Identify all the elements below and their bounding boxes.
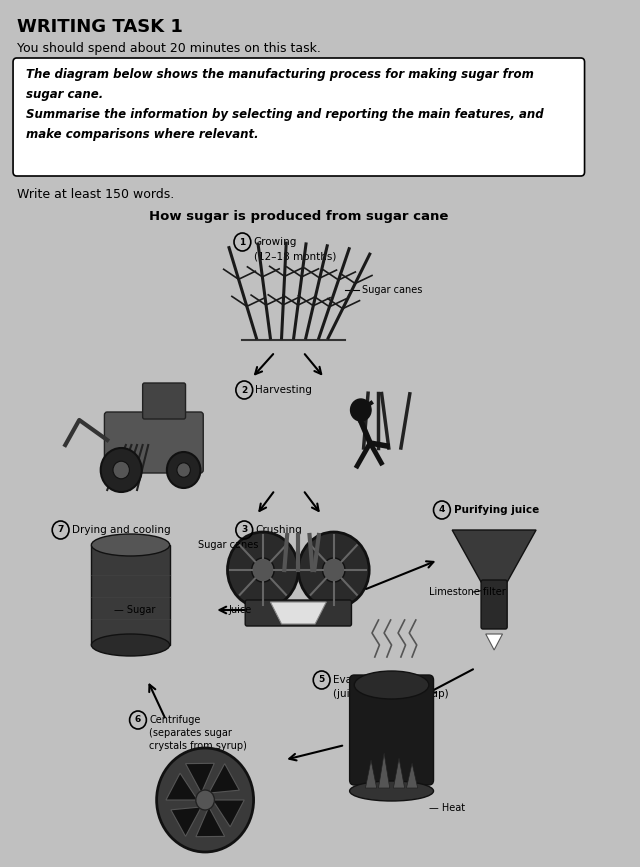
Circle shape — [323, 558, 345, 582]
Ellipse shape — [92, 534, 170, 556]
Text: 7: 7 — [58, 525, 64, 534]
Circle shape — [157, 748, 253, 852]
Polygon shape — [186, 763, 214, 793]
Circle shape — [298, 532, 369, 608]
Text: Sugar canes: Sugar canes — [198, 540, 258, 550]
Ellipse shape — [349, 781, 433, 801]
Text: 5: 5 — [319, 675, 324, 685]
Circle shape — [196, 790, 214, 810]
Text: You should spend about 20 minutes on this task.: You should spend about 20 minutes on thi… — [17, 42, 321, 55]
Polygon shape — [486, 634, 502, 650]
Text: Crushing: Crushing — [255, 525, 302, 535]
Text: Limestone filter: Limestone filter — [429, 587, 506, 597]
FancyBboxPatch shape — [349, 675, 433, 785]
Text: crystals from syrup): crystals from syrup) — [149, 741, 247, 751]
Text: WRITING TASK 1: WRITING TASK 1 — [17, 18, 182, 36]
Text: Centrifuge: Centrifuge — [149, 715, 200, 725]
Text: (separates sugar: (separates sugar — [149, 728, 232, 738]
Circle shape — [167, 452, 200, 488]
Polygon shape — [166, 773, 198, 800]
Text: — Sugar: — Sugar — [114, 605, 155, 615]
Text: Purifying juice: Purifying juice — [454, 505, 540, 515]
Text: 6: 6 — [135, 715, 141, 725]
Text: sugar cane.: sugar cane. — [26, 88, 103, 101]
FancyBboxPatch shape — [143, 383, 186, 419]
Circle shape — [113, 461, 129, 479]
Text: (12–18 months): (12–18 months) — [253, 251, 336, 261]
Circle shape — [351, 399, 371, 421]
Text: The diagram below shows the manufacturing process for making sugar from: The diagram below shows the manufacturin… — [26, 68, 534, 81]
Polygon shape — [196, 807, 225, 837]
Text: Evaporator: Evaporator — [333, 675, 390, 685]
Polygon shape — [171, 807, 202, 837]
Polygon shape — [452, 530, 536, 582]
Polygon shape — [212, 800, 244, 827]
Circle shape — [227, 532, 298, 608]
Polygon shape — [378, 753, 390, 788]
Circle shape — [252, 558, 274, 582]
Text: Growing: Growing — [253, 237, 297, 247]
Text: 2: 2 — [241, 386, 248, 394]
Circle shape — [100, 448, 141, 492]
FancyBboxPatch shape — [92, 545, 170, 645]
Polygon shape — [406, 763, 418, 788]
Ellipse shape — [92, 634, 170, 656]
Text: How sugar is produced from sugar cane: How sugar is produced from sugar cane — [148, 210, 448, 223]
Ellipse shape — [355, 671, 429, 699]
Polygon shape — [209, 764, 239, 793]
Text: — Heat: — Heat — [429, 803, 465, 813]
Text: Juice: Juice — [228, 605, 252, 615]
Text: make comparisons where relevant.: make comparisons where relevant. — [26, 128, 259, 141]
Text: Summarise the information by selecting and reporting the main features, and: Summarise the information by selecting a… — [26, 108, 544, 121]
Circle shape — [177, 463, 190, 477]
Polygon shape — [394, 758, 404, 788]
FancyBboxPatch shape — [13, 58, 584, 176]
Text: Drying and cooling: Drying and cooling — [72, 525, 170, 535]
FancyBboxPatch shape — [104, 412, 204, 473]
Text: Harvesting: Harvesting — [255, 385, 312, 395]
FancyBboxPatch shape — [481, 580, 507, 629]
FancyBboxPatch shape — [245, 600, 351, 626]
Text: 3: 3 — [241, 525, 248, 534]
Text: Write at least 150 words.: Write at least 150 words. — [17, 188, 174, 201]
Text: (juice becomes syrup): (juice becomes syrup) — [333, 689, 449, 699]
Text: Sugar canes: Sugar canes — [362, 285, 422, 295]
Polygon shape — [365, 760, 377, 788]
Text: 1: 1 — [239, 238, 246, 246]
Text: 4: 4 — [439, 505, 445, 514]
Polygon shape — [270, 602, 326, 624]
